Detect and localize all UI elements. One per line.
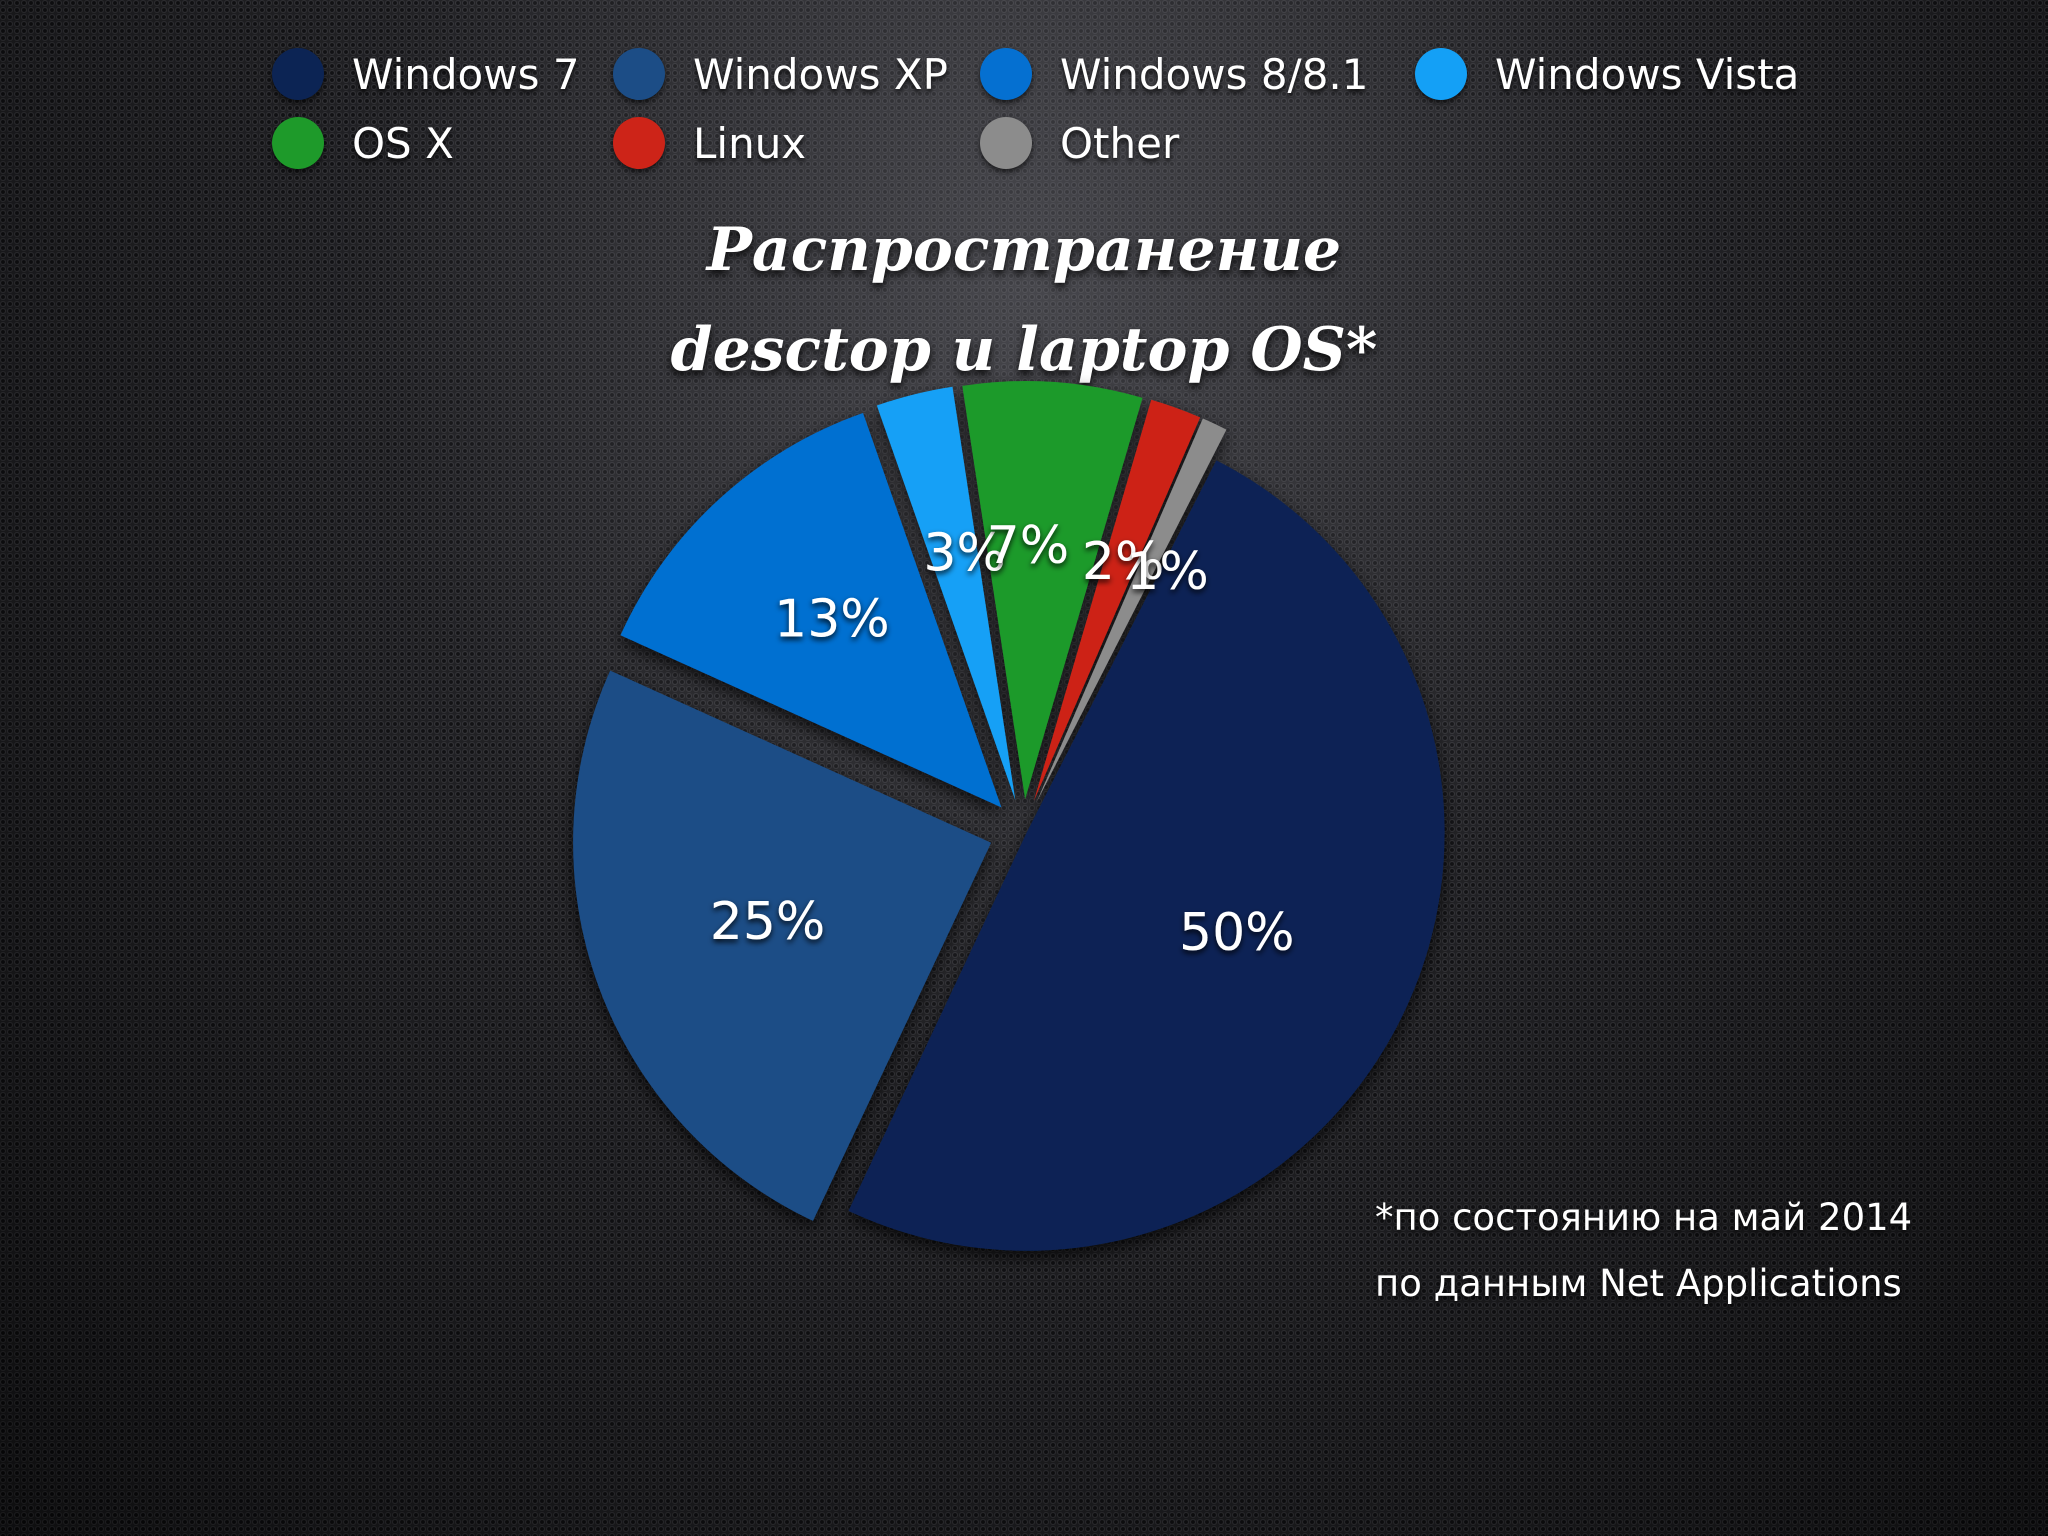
legend-label: Windows Vista [1495, 49, 1800, 99]
legend-swatch [980, 48, 1032, 100]
slice-data-label-0: 50% [1179, 903, 1295, 963]
legend-item-1: Windows XP [613, 44, 948, 104]
chart-legend: Windows 7 Windows XP Windows 8/8.1 Windows … [0, 0, 2048, 180]
footnote: *по состоянию на май 2014 по данным Net … [1375, 1185, 1935, 1317]
legend-item-2: Windows 8/8.1 [980, 44, 1369, 104]
footnote-line-1: *по состоянию на май 2014 [1375, 1196, 1913, 1239]
legend-swatch [1415, 48, 1467, 100]
slice-data-label-4: 7% [987, 516, 1070, 576]
pie-slice-2 [620, 412, 1002, 808]
slice-data-label-6: 1% [1126, 542, 1209, 602]
legend-label: Other [1060, 118, 1180, 168]
legend-label: OS X [352, 118, 454, 168]
slice-data-label-1: 25% [710, 892, 826, 952]
legend-item-3: Windows Vista [1415, 44, 1799, 104]
chart-title: Распространение desctop и laptop OS* [524, 200, 1524, 400]
slice-data-label-5: 2% [1082, 532, 1165, 592]
footnote-line-2: по данным Net Applications [1375, 1262, 1902, 1305]
pie-slice-1 [573, 670, 992, 1221]
legend-swatch [272, 117, 324, 169]
legend-swatch [980, 117, 1032, 169]
legend-swatch [613, 117, 665, 169]
legend-label: Windows 8/8.1 [1060, 49, 1369, 99]
legend-swatch [613, 48, 665, 100]
slice-data-label-2: 13% [774, 590, 890, 650]
pie-slice-6 [1036, 418, 1227, 803]
pie-slice-0 [848, 460, 1445, 1251]
legend-item-6: Other [980, 113, 1179, 173]
legend-item-5: Linux [613, 113, 806, 173]
slice-data-label-3: 3% [923, 524, 1006, 584]
legend-swatch [272, 48, 324, 100]
pie-slice-3 [876, 386, 1016, 800]
legend-item-4: OS X [272, 113, 454, 173]
chart-title-line-2: desctop и laptop OS* [670, 315, 1378, 385]
legend-label: Linux [693, 118, 807, 168]
legend-label: Windows 7 [352, 49, 580, 99]
pie-slice-5 [1033, 399, 1201, 801]
pie-slice-4 [962, 381, 1143, 800]
chart-title-line-1: Распространение [706, 215, 1342, 285]
legend-label: Windows XP [693, 49, 948, 99]
legend-item-0: Windows 7 [272, 44, 580, 104]
